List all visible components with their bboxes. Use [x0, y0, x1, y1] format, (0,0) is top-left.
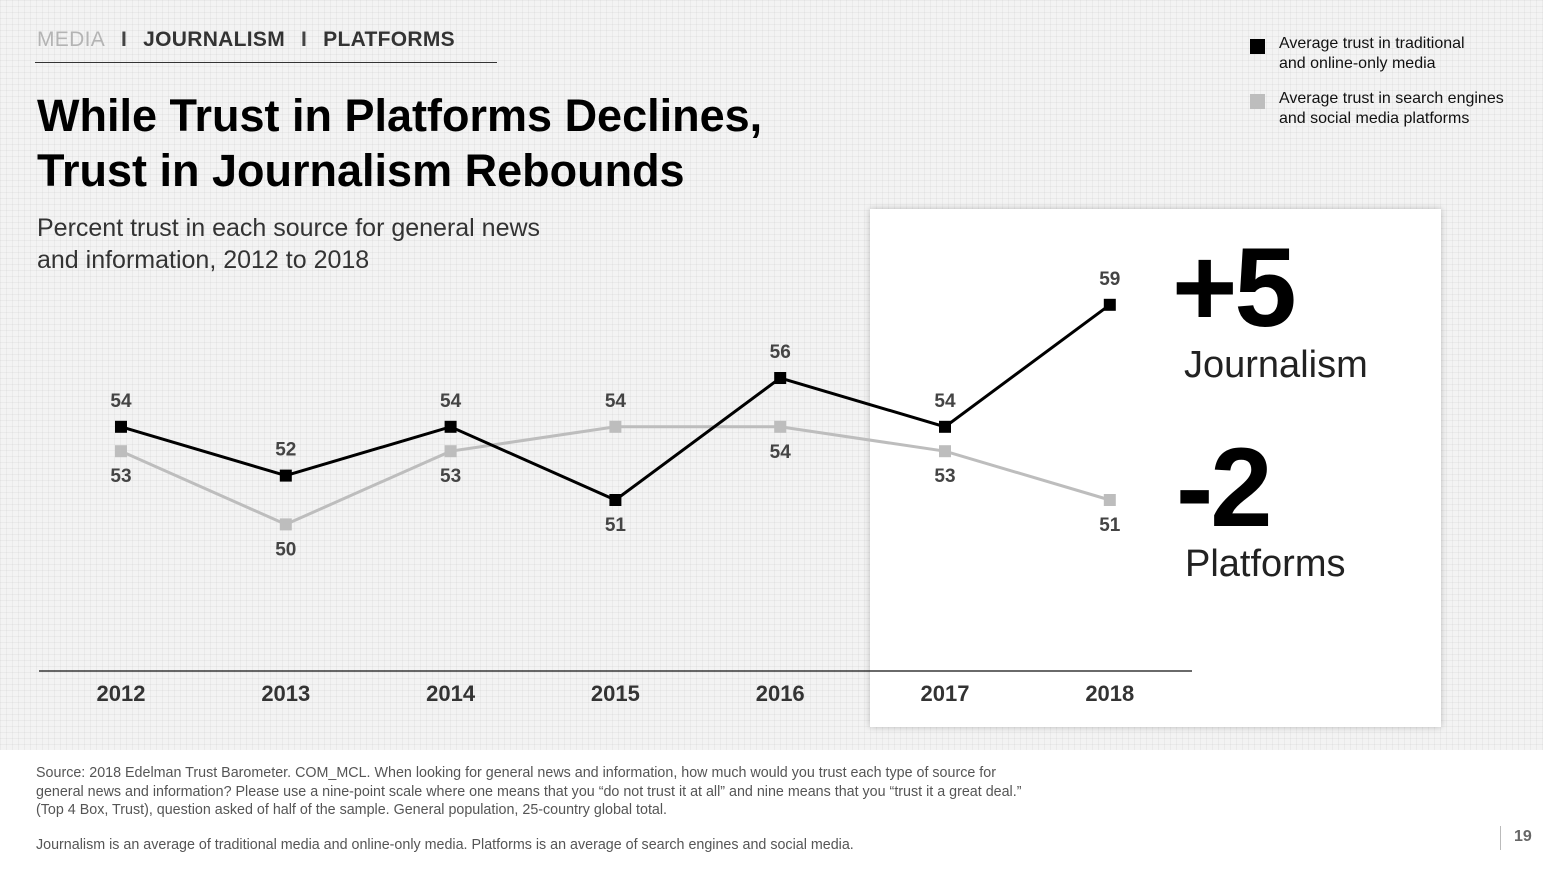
platforms-point-2015	[609, 420, 622, 433]
breadcrumb: MEDIA I JOURNALISM I PLATFORMS	[37, 28, 455, 52]
x-tick-label-2014: 2014	[426, 681, 476, 706]
platforms-data-label-2016: 54	[770, 442, 792, 463]
platforms-data-label-2012: 53	[110, 466, 131, 487]
footnote-line: (Top 4 Box, Trust), question asked of ha…	[36, 802, 668, 818]
x-tick-label-2012: 2012	[97, 681, 146, 706]
platforms-data-label-2014: 53	[440, 466, 461, 487]
platforms-data-label-2017: 53	[934, 466, 955, 487]
breadcrumb-separator: I	[121, 28, 128, 51]
journalism-data-label-2013: 52	[275, 440, 296, 461]
platforms-data-label-2018: 51	[1099, 515, 1121, 536]
footer-background	[0, 750, 1543, 869]
breadcrumb-platforms: PLATFORMS	[323, 28, 455, 51]
platforms-point-2013	[279, 518, 292, 531]
title-line-2: Trust in Journalism Rebounds	[37, 145, 685, 196]
journalism-data-label-2017: 54	[934, 391, 956, 412]
title-line-1: While Trust in Platforms Declines,	[37, 90, 763, 141]
platforms-point-2014	[444, 445, 457, 458]
journalism-data-label-2018: 59	[1099, 269, 1120, 290]
journalism-change-value: +5	[1172, 225, 1297, 350]
journalism-point-2012	[115, 420, 127, 433]
legend-label-line: and social media platforms	[1279, 110, 1470, 127]
journalism-point-2018	[1103, 298, 1116, 311]
platforms-data-label-2013: 50	[275, 539, 296, 560]
legend-item-platforms: Average trust in search engines and soci…	[1250, 89, 1530, 129]
platforms-point-2012	[115, 445, 127, 458]
journalism-point-2017	[939, 420, 951, 433]
x-tick-label-2018: 2018	[1085, 681, 1134, 706]
journalism-point-2013	[279, 469, 292, 482]
trust-line-chart: 2012 2013 2014 2015 2016 2017 2018 54 53 52 50 54 53…	[39, 269, 1192, 706]
subtitle-line-2: and information, 2012 to 2018	[37, 246, 370, 274]
journalism-data-label-2014: 54	[440, 391, 462, 412]
breadcrumb-underline	[35, 62, 497, 63]
journalism-point-2016	[774, 372, 787, 384]
journalism-change-label: Journalism	[1184, 344, 1368, 386]
x-tick-label-2013: 2013	[261, 681, 310, 706]
journalism-point-2014	[444, 420, 457, 433]
platforms-point-2018	[1103, 494, 1116, 506]
breadcrumb-journalism: JOURNALISM	[143, 28, 285, 51]
legend-item-journalism: Average trust in traditional and online-…	[1250, 34, 1530, 74]
legend-swatch-journalism	[1250, 39, 1265, 54]
legend-label-line: Average trust in traditional	[1279, 35, 1465, 52]
platforms-data-label-2015: 54	[605, 391, 627, 412]
journalism-point-2015	[609, 494, 622, 506]
footnote-line: general news and information? Please use…	[36, 783, 1022, 800]
slide-title: While Trust in Platforms Declines, Trust…	[37, 88, 857, 198]
x-tick-label-2016: 2016	[756, 681, 805, 706]
page-number-divider	[1500, 826, 1501, 850]
journalism-data-label-2015: 51	[605, 515, 627, 536]
platforms-change-value: -2	[1176, 425, 1273, 550]
page-number: 19	[1514, 828, 1532, 845]
chart-subtitle: Percent trust in each source for general…	[37, 212, 637, 276]
footnote-line: Source: 2018 Edelman Trust Barometer. CO…	[36, 765, 996, 781]
platforms-change-label: Platforms	[1185, 543, 1346, 585]
source-footnote: Source: 2018 Edelman Trust Barometer. CO…	[36, 764, 1096, 820]
legend-swatch-platforms	[1250, 94, 1265, 109]
highlight-panel	[870, 209, 1441, 727]
journalism-data-label-2012: 54	[110, 391, 132, 412]
platforms-point-2016	[774, 420, 787, 433]
breadcrumb-media: MEDIA	[37, 28, 106, 51]
legend-label-line: Average trust in search engines	[1279, 90, 1504, 107]
legend-label-line: and online-only media	[1279, 55, 1436, 72]
x-tick-label-2015: 2015	[591, 681, 640, 706]
breadcrumb-separator: I	[301, 28, 308, 51]
platforms-series-line	[120, 425, 1111, 527]
x-tick-label-2017: 2017	[921, 681, 970, 706]
subtitle-line-1: Percent trust in each source for general…	[37, 214, 541, 242]
chart-legend: Average trust in traditional and online-…	[1250, 34, 1530, 144]
definition-footnote: Journalism is an average of traditional …	[36, 837, 854, 853]
journalism-data-label-2016: 56	[770, 342, 791, 363]
platforms-point-2017	[939, 445, 951, 458]
